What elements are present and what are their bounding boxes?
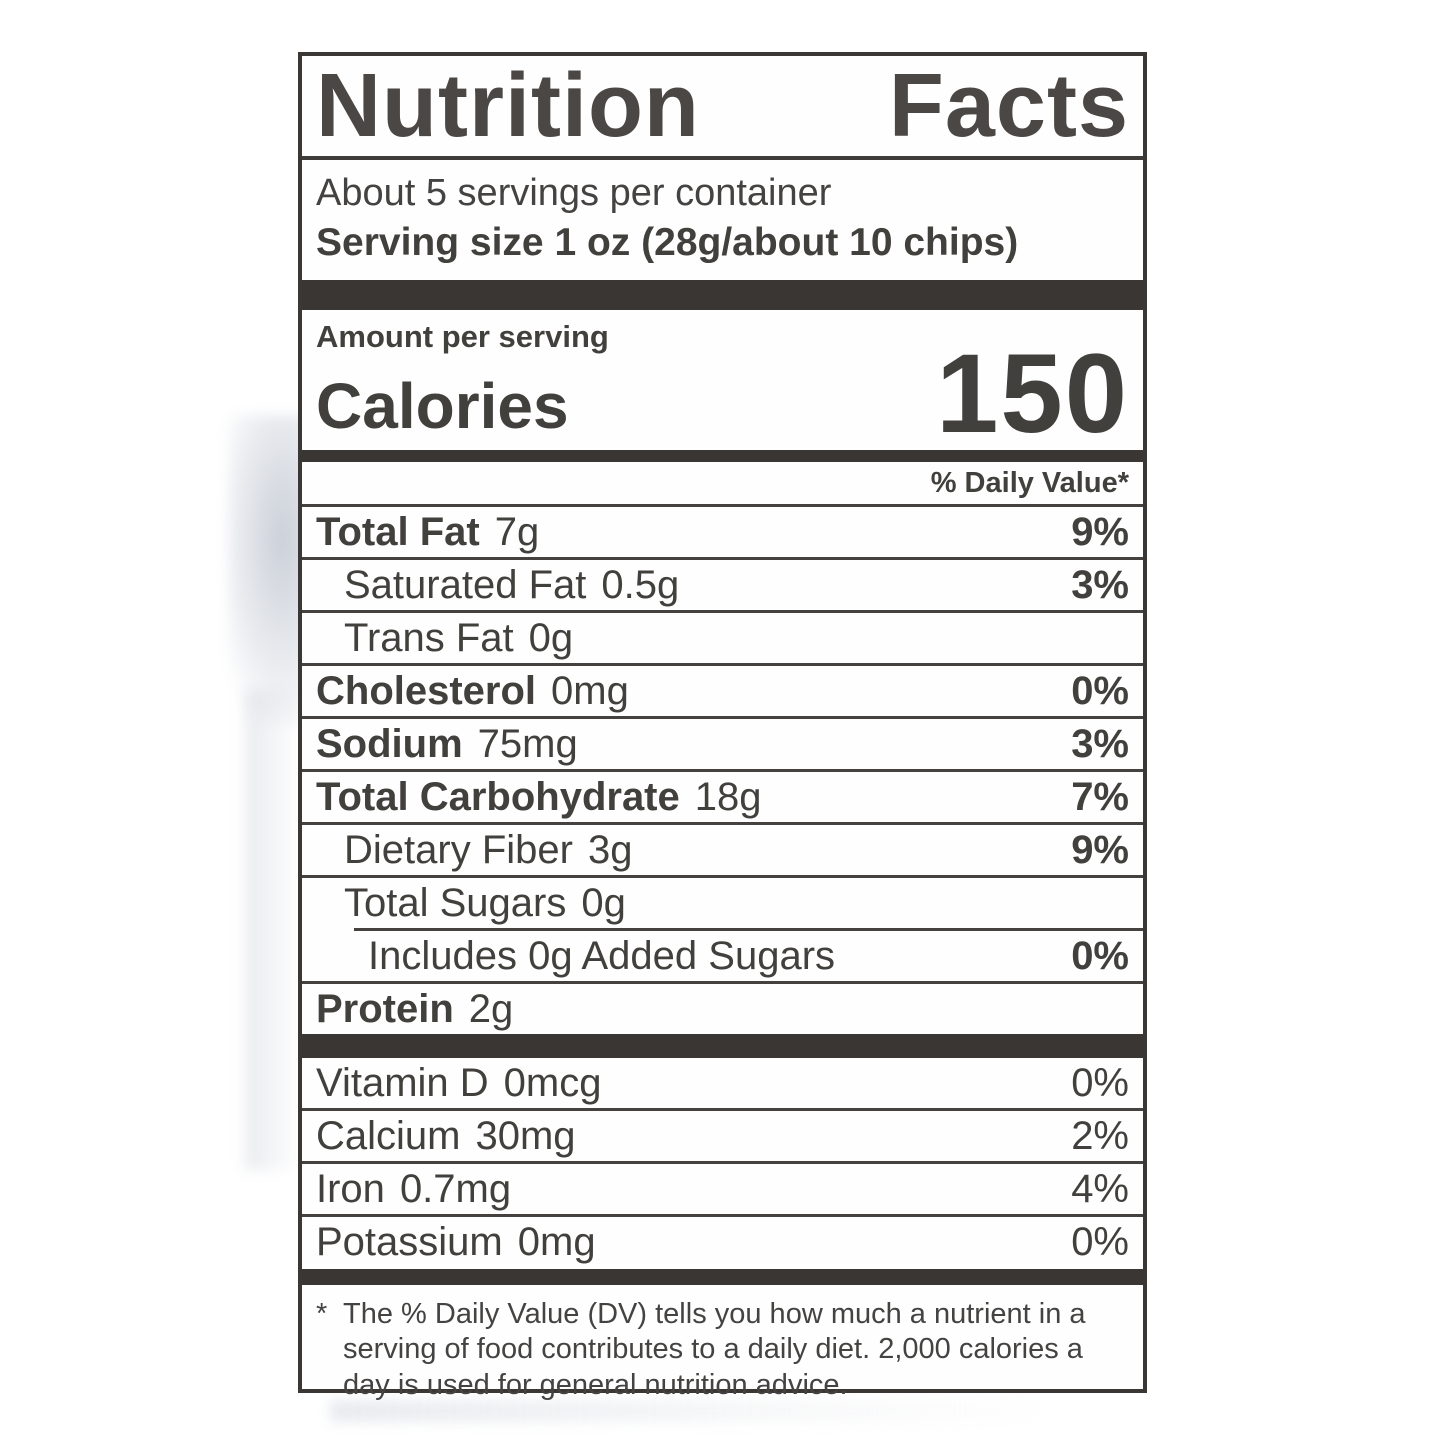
nutrient-amount: 0mcg — [503, 1061, 602, 1105]
nutrient-name: Dietary Fiber — [344, 828, 573, 872]
nutrient-amount: 3g — [587, 828, 633, 872]
daily-value-header: % Daily Value* — [930, 467, 1129, 499]
micronutrient-row-potassium: Potassium 0mg 0% — [302, 1217, 1143, 1267]
nutrient-daily-value: 3% — [1071, 563, 1129, 607]
divider-rule — [302, 981, 1143, 984]
nutrient-name: Trans Fat — [344, 616, 514, 660]
calories-value: 150 — [936, 330, 1129, 456]
nutrient-amount: 75mg — [477, 722, 578, 766]
serving-size-label: Serving size — [316, 221, 544, 264]
nutrient-row-total-fat: Total Fat 7g 9% — [302, 507, 1143, 557]
divider-rule — [302, 875, 1143, 878]
nutrient-amount: 0g — [581, 881, 626, 925]
nutrient-row-total-sugars: Total Sugars 0g — [302, 878, 1143, 928]
nutrient-name: Vitamin D — [316, 1061, 489, 1105]
nutrient-amount: 0.5g — [601, 563, 680, 607]
nutrient-amount: 30mg — [475, 1114, 576, 1158]
nutrient-row-cholesterol: Cholesterol 0mg 0% — [302, 666, 1143, 716]
nutrient-amount: 0g — [528, 616, 574, 660]
divider-rule — [302, 557, 1143, 560]
calories-row: Calories 150 — [316, 330, 1129, 456]
nutrient-daily-value: 0% — [1071, 669, 1129, 713]
nutrient-daily-value: 9% — [1071, 510, 1129, 554]
nutrient-daily-value: 7% — [1071, 775, 1129, 819]
title-word-nutrition: Nutrition — [316, 56, 700, 156]
nutrient-daily-value: 0% — [1071, 1220, 1129, 1264]
nutrient-daily-value: 0% — [1071, 934, 1129, 978]
nutrient-row-protein: Protein 2g — [302, 984, 1143, 1034]
indented-divider-rule — [354, 928, 1143, 931]
footnote-text: The % Daily Value (DV) tells you how muc… — [343, 1298, 1086, 1401]
thick-divider-bar — [302, 280, 1143, 310]
nutrient-row-sodium: Sodium 75mg 3% — [302, 719, 1143, 769]
serving-size-value: 1 oz (28g/about 10 chips) — [554, 221, 1019, 264]
nutrient-row-dietary-fiber: Dietary Fiber 3g 9% — [302, 825, 1143, 875]
divider-rule — [302, 156, 1143, 160]
divider-rule — [302, 504, 1143, 507]
nutrient-amount: 0.7mg — [399, 1167, 512, 1211]
nutrient-row-saturated-fat: Saturated Fat 0.5g 3% — [302, 560, 1143, 610]
medium-divider-bar — [302, 1269, 1143, 1285]
micronutrient-row-calcium: Calcium 30mg 2% — [302, 1111, 1143, 1161]
nutrient-name: Saturated Fat — [344, 563, 587, 607]
amount-per-serving-label: Amount per serving — [316, 319, 609, 354]
divider-rule — [302, 822, 1143, 825]
nutrient-name: Total Carbohydrate — [316, 775, 680, 819]
nutrient-name: Sodium — [316, 722, 463, 766]
nutrition-facts-panel: Nutrition Facts About 5 servings per con… — [298, 52, 1147, 1401]
nutrient-amount: 2g — [468, 987, 514, 1031]
nutrient-amount: 18g — [694, 775, 762, 819]
nutrient-name: Cholesterol — [316, 669, 537, 713]
nutrient-daily-value: 4% — [1071, 1167, 1129, 1211]
nutrient-name: Total Fat — [316, 510, 480, 554]
nutrient-name: Total Sugars — [344, 881, 567, 925]
servings-per-container: About 5 servings per container — [316, 172, 832, 214]
calories-label: Calories — [316, 370, 569, 443]
micronutrient-row-iron: Iron 0.7mg 4% — [302, 1164, 1143, 1214]
micronutrient-row-vitamin-d: Vitamin D 0mcg 0% — [302, 1058, 1143, 1108]
divider-rule — [302, 716, 1143, 719]
thick-divider-bar — [302, 1034, 1143, 1058]
divider-rule — [302, 1108, 1143, 1111]
nutrient-name: Iron — [316, 1167, 385, 1211]
nutrient-daily-value: 3% — [1071, 722, 1129, 766]
nutrition-facts-title: Nutrition Facts — [316, 56, 1129, 156]
medium-divider-bar — [302, 450, 1143, 462]
package-shadow-artifact — [330, 1400, 1070, 1422]
nutrient-amount: 0mg — [551, 669, 629, 713]
divider-rule — [302, 610, 1143, 613]
nutrient-amount: 7g — [494, 510, 540, 554]
footnote-asterisk: * — [316, 1298, 328, 1330]
nutrient-daily-value: 9% — [1071, 828, 1129, 872]
title-word-facts: Facts — [888, 56, 1129, 156]
nutrient-daily-value: 2% — [1071, 1114, 1129, 1158]
nutrient-name: Includes 0g Added Sugars — [368, 934, 836, 978]
nutrient-amount: 0mg — [517, 1220, 596, 1264]
nutrient-daily-value: 0% — [1071, 1061, 1129, 1105]
divider-rule — [302, 663, 1143, 666]
nutrient-row-added-sugars: Includes 0g Added Sugars 0% — [302, 931, 1143, 981]
nutrient-name: Protein — [316, 987, 454, 1031]
daily-value-footnote: * The % Daily Value (DV) tells you how m… — [316, 1297, 1129, 1403]
nutrient-name: Potassium — [316, 1220, 503, 1264]
divider-rule — [302, 769, 1143, 772]
divider-rule — [302, 1161, 1143, 1164]
nutrient-row-total-carbohydrate: Total Carbohydrate 18g 7% — [302, 772, 1143, 822]
divider-rule — [302, 1214, 1143, 1217]
nutrient-row-trans-fat: Trans Fat 0g — [302, 613, 1143, 663]
serving-size-line: Serving size 1 oz (28g/about 10 chips) — [316, 220, 1129, 270]
nutrient-name: Calcium — [316, 1114, 461, 1158]
